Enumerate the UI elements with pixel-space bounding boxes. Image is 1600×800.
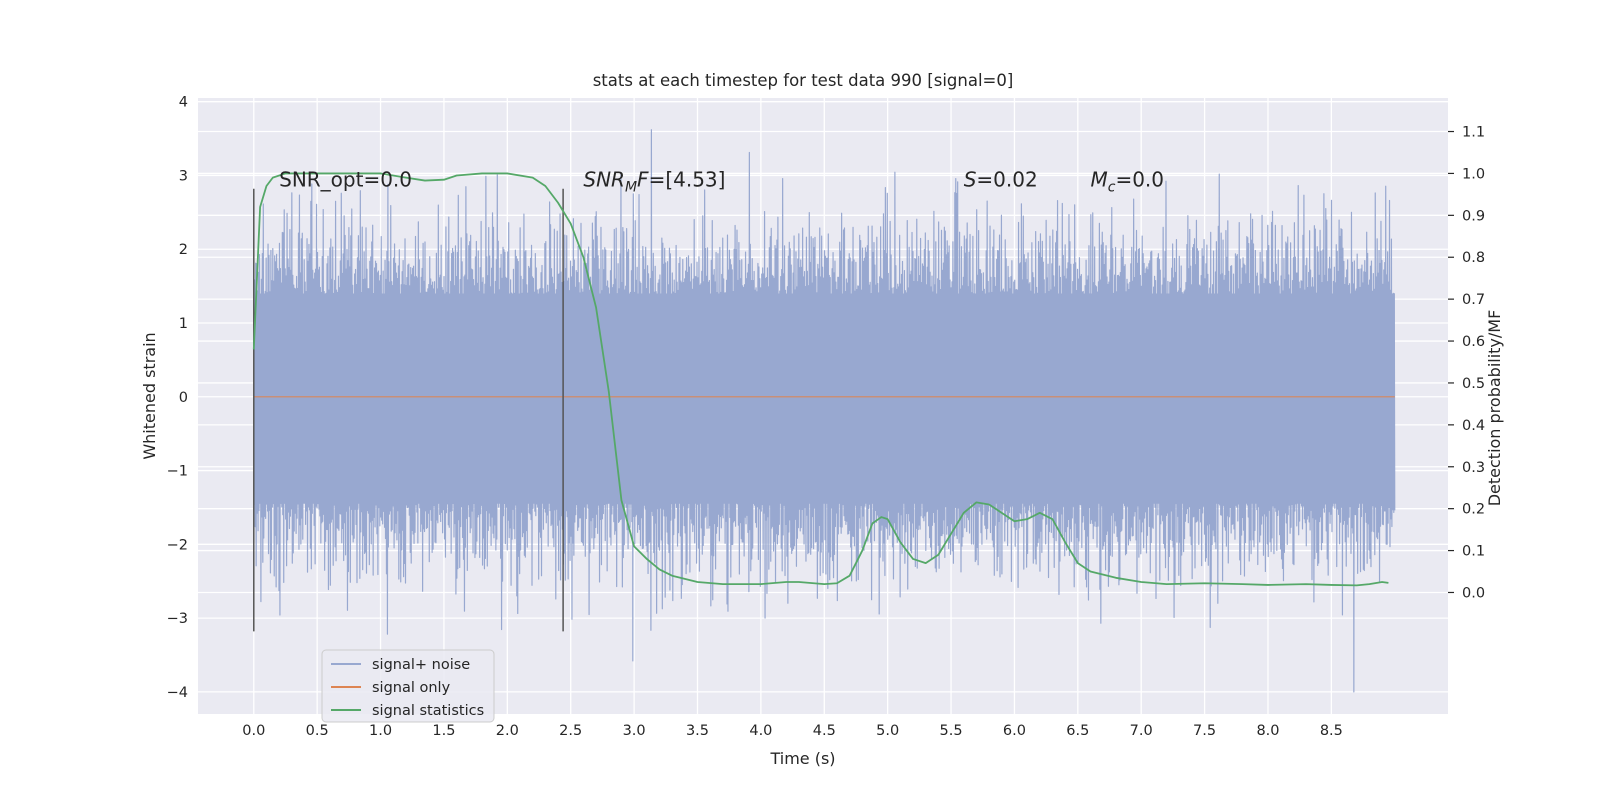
plot-area — [198, 98, 1448, 714]
y-right-tick-label: 0.6 — [1462, 334, 1485, 350]
y-tick-label: 2 — [179, 242, 188, 258]
y-right-tick-label: 0.1 — [1462, 544, 1485, 560]
x-tick-label: 1.0 — [369, 723, 392, 739]
y-axis-title: Whitened strain — [140, 332, 159, 459]
y-tick-label: −1 — [167, 464, 188, 480]
x-tick-label: 7.0 — [1130, 723, 1153, 739]
y-right-tick-label: 0.8 — [1462, 250, 1485, 266]
x-tick-label: 1.5 — [432, 723, 455, 739]
y-right-tick-label: 0.3 — [1462, 460, 1485, 476]
x-tick-label: 6.0 — [1003, 723, 1026, 739]
x-tick-label: 8.5 — [1320, 723, 1343, 739]
series-signal-noise — [253, 129, 1396, 693]
legend-label: signal+ noise — [372, 657, 470, 673]
y-axis-right-title: Detection probability/MF — [1485, 310, 1504, 507]
x-tick-label: 2.0 — [496, 723, 519, 739]
y-right-tick-label: 0.2 — [1462, 502, 1485, 518]
x-tick-label: 6.5 — [1066, 723, 1089, 739]
y-tick-label: 0 — [179, 390, 188, 406]
series-signal-statistics — [252, 172, 1389, 587]
x-tick-label: 7.5 — [1193, 723, 1216, 739]
tick-labels: 0.0 0.5 1.0 1.5 2.0 2.5 3.0 3.5 4.0 4.5 5.0 5.5 6.0 6… — [167, 95, 1485, 739]
series-group — [252, 129, 1396, 693]
x-tick-label: 5.0 — [876, 723, 899, 739]
x-tick-label: 5.5 — [940, 723, 963, 739]
x-tick-label: 2.5 — [559, 723, 582, 739]
y-tick-label: 4 — [179, 95, 188, 111]
y-right-tick-label: 0.7 — [1462, 292, 1485, 308]
legend-label: signal only — [372, 680, 451, 696]
y-right-tick-label: 0.9 — [1462, 208, 1485, 224]
chart-title: stats at each timestep for test data 990… — [593, 71, 1014, 90]
legend-label: signal statistics — [372, 703, 484, 719]
annotation: SNRMF=[4.53] — [583, 168, 725, 196]
annotation: Mc=0.0 — [1090, 168, 1164, 196]
legend: signal+ noise signal only signal statistic… — [321, 649, 495, 723]
y-right-tick-label: 1.1 — [1462, 125, 1485, 141]
x-tick-label: 8.0 — [1256, 723, 1279, 739]
annotation: SNR_opt=0.0 — [279, 168, 412, 192]
annotations: SNR_opt=0.0 SNRMF=[4.53] S=0.02 Mc=0.0 — [279, 168, 1164, 196]
y-right-tick-label: 0.5 — [1462, 376, 1485, 392]
y-tick-label: −3 — [167, 611, 188, 627]
x-tick-label: 4.0 — [749, 723, 772, 739]
y-tick-label: 1 — [179, 316, 188, 332]
y-right-tick-label: 0.4 — [1462, 418, 1485, 434]
x-tick-label: 3.0 — [623, 723, 646, 739]
y-tick-label: −4 — [167, 685, 188, 701]
x-tick-label: 0.0 — [242, 723, 265, 739]
y-tick-label: 3 — [179, 168, 188, 184]
y-right-tick-label: 1.0 — [1462, 166, 1485, 182]
y-right-tick-label: 0.0 — [1462, 585, 1485, 601]
legend-box — [321, 649, 495, 723]
y-tick-label: −2 — [167, 537, 188, 553]
x-tick-label: 3.5 — [686, 723, 709, 739]
x-tick-label: 4.5 — [813, 723, 836, 739]
x-axis-title: Time (s) — [769, 749, 835, 768]
annotation: S=0.02 — [964, 168, 1038, 192]
x-tick-label: 0.5 — [306, 723, 329, 739]
